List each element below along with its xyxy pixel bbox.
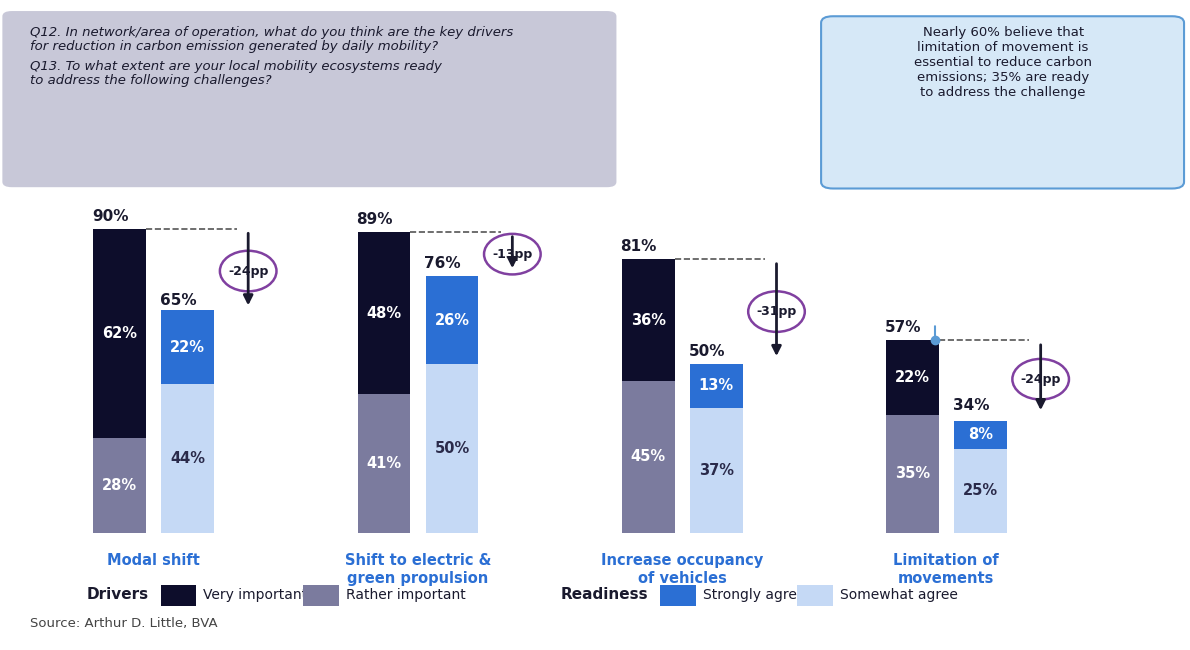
Text: Rather important: Rather important — [346, 588, 466, 602]
Bar — [954, 421, 1007, 448]
Text: 90%: 90% — [92, 209, 129, 224]
Bar — [690, 408, 743, 533]
Text: 22%: 22% — [895, 370, 929, 385]
Text: Somewhat agree: Somewhat agree — [840, 588, 958, 602]
Text: Strongly agree: Strongly agree — [703, 588, 806, 602]
Text: 44%: 44% — [170, 451, 206, 466]
Bar — [162, 310, 214, 384]
Ellipse shape — [749, 291, 804, 332]
Bar — [954, 448, 1007, 533]
Bar — [358, 232, 411, 395]
Text: to address the following challenges?: to address the following challenges? — [30, 74, 271, 87]
Text: -13pp: -13pp — [493, 248, 532, 261]
Text: Limitation of
movements: Limitation of movements — [894, 553, 1000, 586]
Text: for reduction in carbon emission generated by daily mobility?: for reduction in carbon emission generat… — [30, 40, 438, 53]
Bar — [426, 364, 478, 533]
Text: 65%: 65% — [161, 293, 196, 308]
Bar — [358, 395, 411, 533]
Text: Shift to electric &
green propulsion: Shift to electric & green propulsion — [345, 553, 491, 586]
Bar — [426, 276, 478, 364]
Bar — [162, 384, 214, 533]
Text: 37%: 37% — [699, 463, 733, 478]
Ellipse shape — [220, 251, 276, 291]
Text: 57%: 57% — [884, 320, 921, 335]
Text: 45%: 45% — [631, 449, 665, 465]
Text: 35%: 35% — [895, 466, 929, 482]
Text: Nearly 60% believe that
limitation of movement is
essential to reduce carbon
emi: Nearly 60% believe that limitation of mo… — [914, 26, 1092, 99]
Bar — [622, 259, 675, 381]
Bar — [94, 229, 146, 438]
Bar — [622, 381, 675, 533]
Text: Increase occupancy
of vehicles: Increase occupancy of vehicles — [601, 553, 763, 586]
Text: Source: Arthur D. Little, BVA: Source: Arthur D. Little, BVA — [30, 618, 218, 630]
Text: 25%: 25% — [963, 483, 998, 499]
Text: 13%: 13% — [699, 378, 734, 393]
Text: 76%: 76% — [424, 256, 461, 271]
Bar — [885, 415, 939, 533]
Text: 89%: 89% — [356, 212, 393, 227]
Text: Modal shift: Modal shift — [107, 553, 200, 568]
Text: 28%: 28% — [102, 478, 137, 493]
Text: 81%: 81% — [620, 239, 657, 254]
Text: 36%: 36% — [631, 313, 665, 328]
Text: 22%: 22% — [170, 339, 206, 355]
Bar — [690, 364, 743, 408]
Ellipse shape — [484, 234, 540, 274]
Text: -24pp: -24pp — [1021, 372, 1060, 385]
Ellipse shape — [1013, 359, 1069, 400]
Text: 41%: 41% — [367, 456, 401, 471]
Text: Q12. In network/area of operation, what do you think are the key drivers: Q12. In network/area of operation, what … — [30, 26, 513, 39]
Text: 48%: 48% — [367, 306, 401, 321]
Text: -31pp: -31pp — [757, 305, 796, 318]
Text: Q13. To what extent are your local mobility ecosystems ready: Q13. To what extent are your local mobil… — [30, 60, 441, 73]
Text: 50%: 50% — [434, 441, 470, 456]
Text: 62%: 62% — [102, 326, 137, 341]
Text: 26%: 26% — [434, 313, 470, 328]
Text: 8%: 8% — [967, 428, 992, 443]
Text: Very important: Very important — [203, 588, 307, 602]
Text: Drivers: Drivers — [87, 587, 149, 603]
Text: 50%: 50% — [689, 344, 725, 359]
Text: -24pp: -24pp — [228, 265, 269, 278]
Bar — [94, 438, 146, 533]
Text: Readiness: Readiness — [560, 587, 649, 603]
Bar — [885, 341, 939, 415]
Text: 34%: 34% — [953, 398, 989, 413]
